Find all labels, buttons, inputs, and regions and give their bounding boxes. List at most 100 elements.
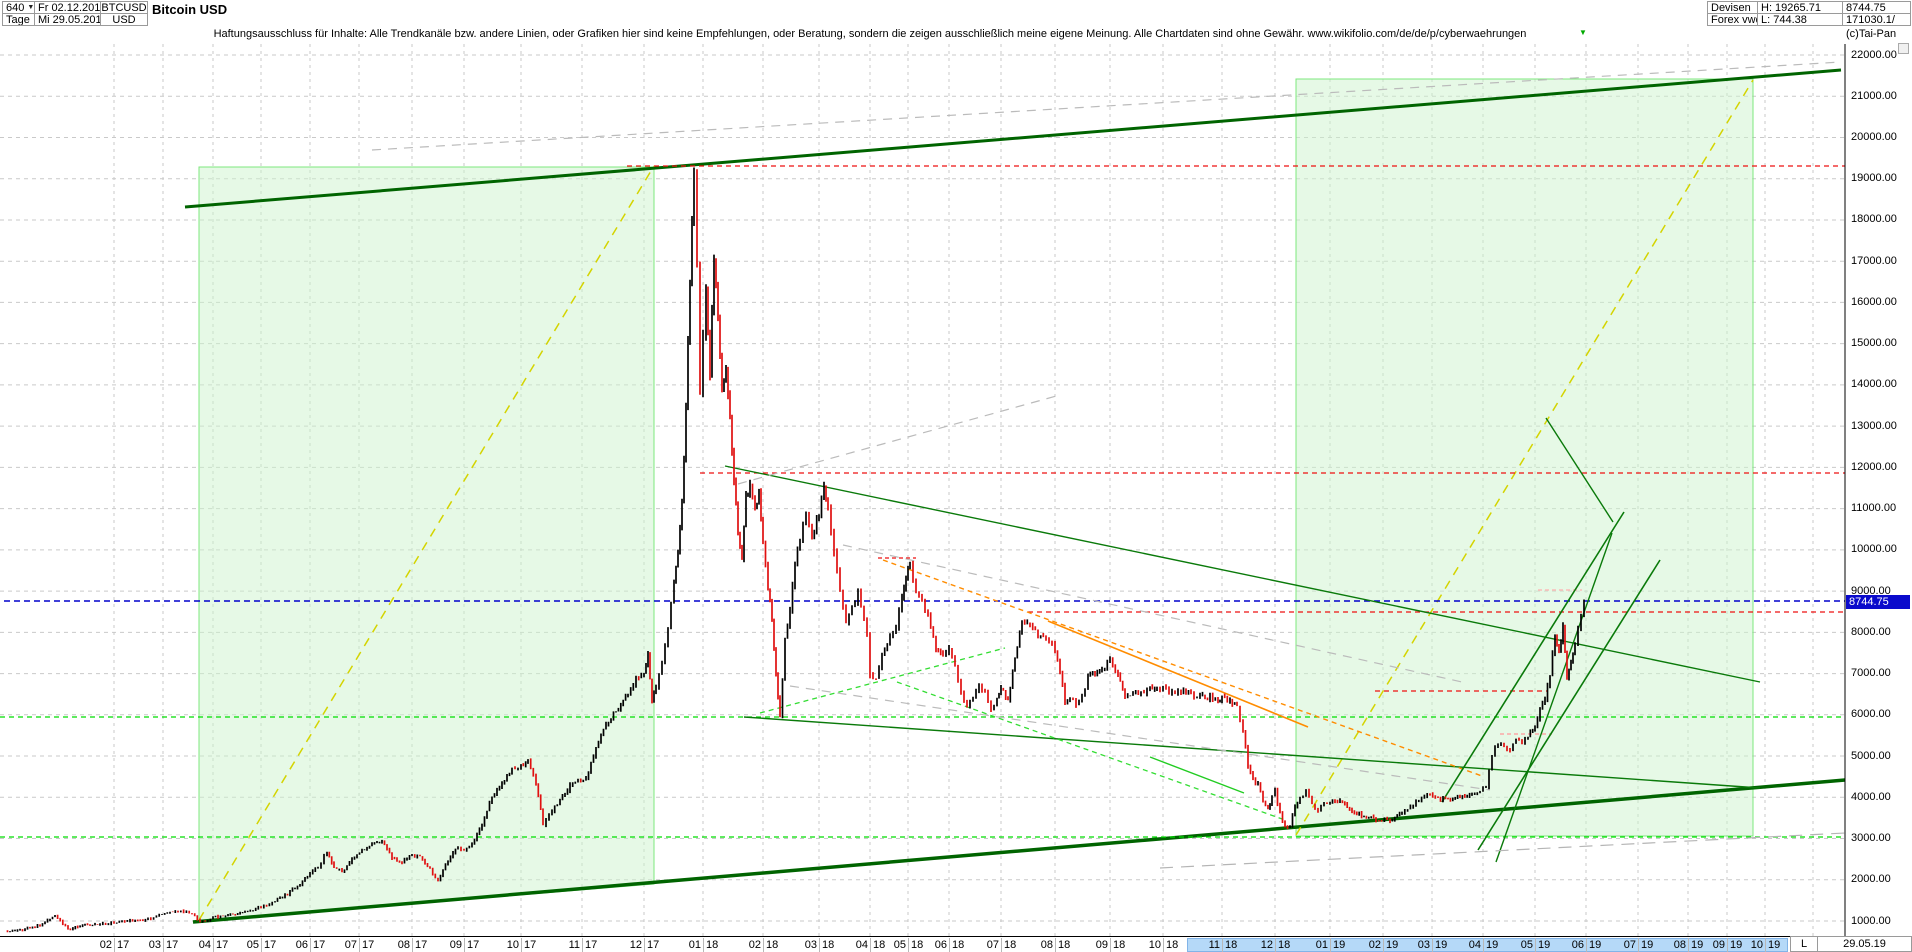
price-axis-label: 12000.00: [1851, 460, 1897, 473]
month-label: 08: [1673, 939, 1686, 951]
year-label: 18: [873, 939, 886, 951]
resize-handle[interactable]: [1898, 43, 1909, 54]
month-label: 02: [99, 939, 112, 951]
price-axis-label: 11000.00: [1851, 502, 1897, 515]
year-label: 18: [911, 939, 924, 951]
month-label: 08: [397, 939, 410, 951]
month-label: 07: [1623, 939, 1636, 951]
month-tick: [582, 938, 583, 952]
year-label: 19: [1768, 939, 1781, 951]
month-tick: [1535, 938, 1536, 952]
year-label: 17: [524, 939, 537, 951]
month-label: 06: [295, 939, 308, 951]
month-tick: [163, 938, 164, 952]
last-price-badge: 8744.75: [1846, 594, 1910, 609]
year-label: 19: [1589, 939, 1602, 951]
month-label: 10: [1148, 939, 1161, 951]
year-label: 17: [585, 939, 598, 951]
dropdown-caret-icon: ▼: [33, 16, 34, 23]
month-tick: [464, 938, 465, 952]
month-tick: [1163, 938, 1164, 952]
year-label: 19: [1641, 939, 1654, 951]
month-tick: [1222, 938, 1223, 952]
month-label: 01: [688, 939, 701, 951]
month-tick: [261, 938, 262, 952]
price-axis-label: 19000.00: [1851, 172, 1897, 185]
month-tick: [114, 938, 115, 952]
price-axis-label: 1000.00: [1851, 914, 1891, 927]
month-tick: [1727, 938, 1728, 952]
month-tick: [908, 938, 909, 952]
month-tick: [1330, 938, 1331, 952]
price-axis-label: 18000.00: [1851, 213, 1897, 226]
month-tick: [703, 938, 704, 952]
month-label: 07: [344, 939, 357, 951]
price-axis-label: 20000.00: [1851, 130, 1897, 143]
month-label: 03: [148, 939, 161, 951]
year-label: 19: [1386, 939, 1399, 951]
price-axis-label: 22000.00: [1851, 48, 1897, 61]
price-axis-label: 15000.00: [1851, 337, 1897, 350]
price-axis-label: 9000.00: [1851, 584, 1891, 597]
price-axis-label: 21000.00: [1851, 89, 1897, 102]
year-label: 19: [1730, 939, 1743, 951]
month-tick: [1275, 938, 1276, 952]
month-label: 05: [1520, 939, 1533, 951]
month-label: 09: [1095, 939, 1108, 951]
year-label: 17: [467, 939, 480, 951]
month-label: 12: [1260, 939, 1273, 951]
year-label: 19: [1435, 939, 1448, 951]
year-label: 19: [1691, 939, 1704, 951]
month-label: 11: [568, 939, 580, 951]
month-label: 10: [1750, 939, 1763, 951]
month-tick: [1483, 938, 1484, 952]
date-to-field[interactable]: Mi 29.05.2019: [34, 13, 101, 26]
year-label: 17: [647, 939, 660, 951]
month-label: 07: [986, 939, 999, 951]
month-tick: [1383, 938, 1384, 952]
quote-volume: 171030.1/: [1842, 13, 1911, 26]
month-label: 12: [629, 939, 642, 951]
month-label: 06: [934, 939, 947, 951]
year-label: 18: [1166, 939, 1179, 951]
month-label: 09: [449, 939, 462, 951]
price-axis-label: 5000.00: [1851, 749, 1891, 762]
live-indicator-cell: L: [1790, 936, 1818, 952]
disclaimer-text: Haftungsausschluss für Inhalte: Alle Tre…: [213, 28, 1527, 40]
dropdown-caret-icon: ▼: [27, 4, 35, 11]
price-axis-label: 6000.00: [1851, 708, 1891, 721]
month-label: 04: [855, 939, 868, 951]
year-label: 18: [1113, 939, 1126, 951]
month-tick: [1586, 938, 1587, 952]
price-axis-label: 13000.00: [1851, 419, 1897, 432]
year-label: 18: [1058, 939, 1071, 951]
year-label: 19: [1538, 939, 1551, 951]
period-dropdown[interactable]: Tage▼: [2, 13, 35, 26]
year-label: 17: [313, 939, 326, 951]
month-tick: [1055, 938, 1056, 952]
month-label: 02: [748, 939, 761, 951]
year-label: 18: [1278, 939, 1291, 951]
month-label: 05: [893, 939, 906, 951]
price-axis-label: 2000.00: [1851, 873, 1891, 886]
year-label: 18: [1004, 939, 1017, 951]
price-axis-label: 7000.00: [1851, 667, 1891, 680]
year-label: 19: [1333, 939, 1346, 951]
year-label: 18: [952, 939, 965, 951]
month-tick: [949, 938, 950, 952]
year-label: 17: [166, 939, 179, 951]
cursor-date-cell: 29.05.19: [1817, 936, 1912, 952]
month-tick: [521, 938, 522, 952]
month-tick: [644, 938, 645, 952]
month-tick: [1432, 938, 1433, 952]
year-label: 17: [362, 939, 375, 951]
month-tick: [1110, 938, 1111, 952]
year-label: 17: [216, 939, 229, 951]
year-label: 18: [766, 939, 779, 951]
time-axis[interactable]: 02 17 03 17 04 17 05 17 06 17 07 17 08 17 09 17 10 17 11 17…: [0, 936, 1912, 952]
month-label: 09: [1712, 939, 1725, 951]
year-label: 19: [1486, 939, 1499, 951]
chart-title: Bitcoin USD: [152, 2, 228, 17]
